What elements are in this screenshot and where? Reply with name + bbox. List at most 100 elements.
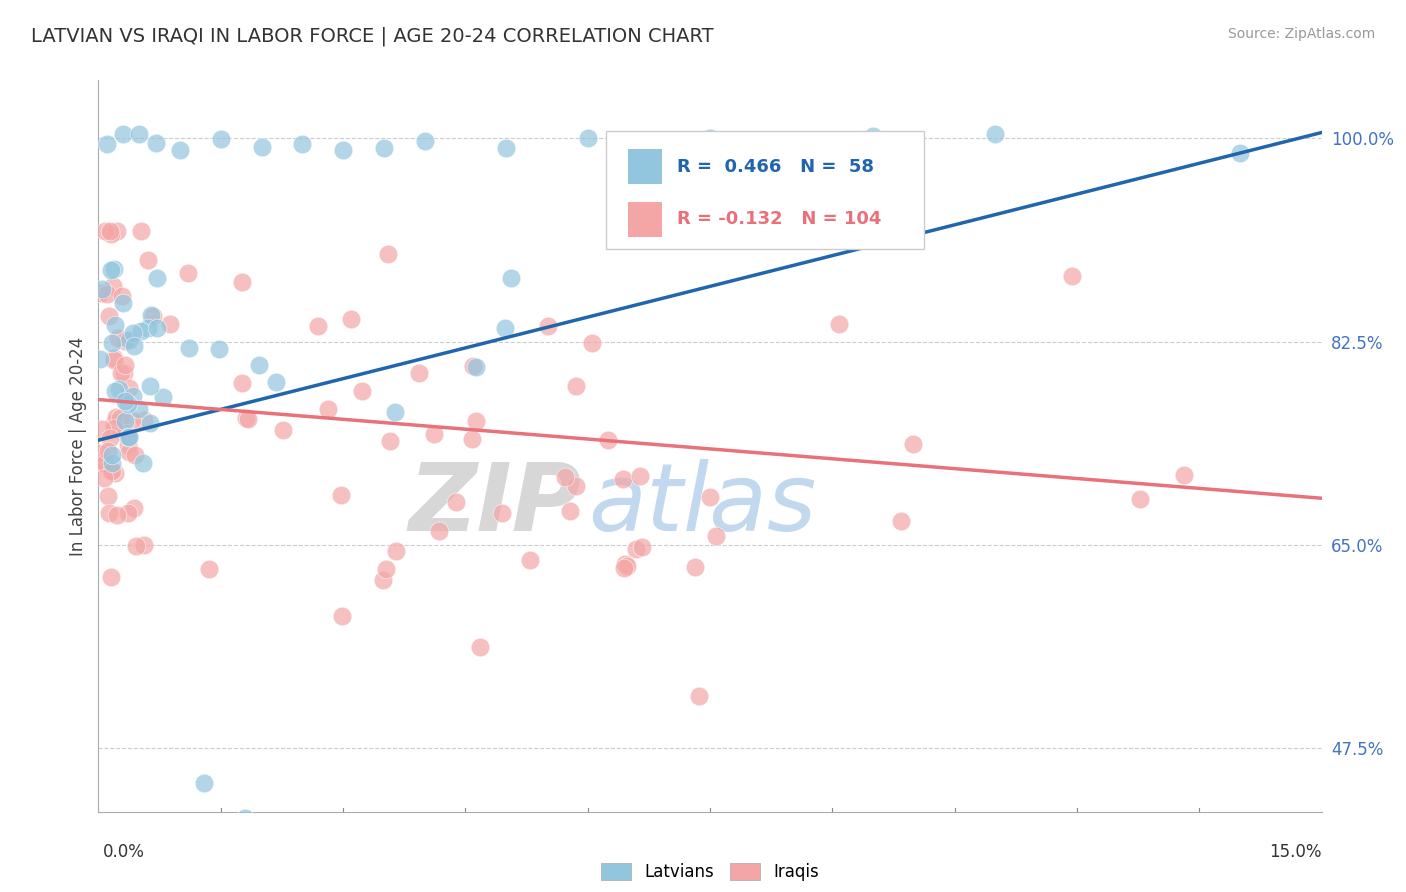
Point — [145, 271, 167, 285]
Point — [231, 275, 253, 289]
Y-axis label: In Labor Force | Age 20-24: In Labor Force | Age 20-24 — [69, 336, 87, 556]
Point — [233, 811, 256, 825]
Point — [464, 414, 486, 428]
Point — [461, 433, 484, 447]
Point — [408, 366, 430, 380]
Point — [291, 137, 314, 152]
Point — [377, 247, 399, 261]
Point — [132, 537, 155, 551]
Point — [94, 224, 117, 238]
Text: LATVIAN VS IRAQI IN LABOR FORCE | AGE 20-24 CORRELATION CHART: LATVIAN VS IRAQI IN LABOR FORCE | AGE 20… — [31, 27, 714, 46]
Point — [129, 324, 152, 338]
Point — [103, 352, 125, 367]
Point — [93, 471, 115, 485]
FancyBboxPatch shape — [606, 131, 924, 249]
Point — [104, 466, 127, 480]
Point — [890, 514, 912, 528]
Point — [495, 141, 517, 155]
Point — [519, 553, 541, 567]
Point — [444, 495, 467, 509]
Point — [114, 414, 136, 428]
Point — [145, 136, 167, 151]
Point — [463, 359, 485, 373]
Point — [537, 318, 560, 333]
Point — [427, 524, 450, 539]
Point — [699, 130, 721, 145]
Point — [111, 289, 134, 303]
Point — [628, 468, 651, 483]
Point — [235, 411, 257, 425]
Text: 15.0%: 15.0% — [1270, 843, 1322, 861]
Point — [193, 775, 215, 789]
Point — [117, 334, 139, 348]
Point — [104, 318, 127, 333]
Point — [352, 384, 374, 398]
Point — [100, 227, 122, 241]
Point — [581, 336, 603, 351]
Text: Source: ZipAtlas.com: Source: ZipAtlas.com — [1227, 27, 1375, 41]
Point — [94, 457, 117, 471]
Point — [100, 263, 122, 277]
Point — [558, 504, 581, 518]
Point — [117, 506, 139, 520]
Point — [128, 402, 150, 417]
Point — [118, 381, 141, 395]
Point — [862, 128, 884, 143]
Point — [494, 321, 516, 335]
Point — [1129, 491, 1152, 506]
Point — [100, 570, 122, 584]
Point — [103, 262, 125, 277]
Point — [101, 457, 124, 471]
Point — [110, 366, 132, 380]
Point — [136, 321, 159, 335]
Point — [159, 317, 181, 331]
Point — [107, 331, 129, 345]
Text: atlas: atlas — [588, 459, 815, 550]
Point — [91, 455, 114, 469]
Point — [332, 144, 354, 158]
Point — [128, 127, 150, 141]
Point — [122, 339, 145, 353]
Point — [112, 366, 135, 380]
Point — [98, 309, 121, 323]
Point — [96, 287, 118, 301]
Point — [903, 437, 925, 451]
Point — [565, 378, 588, 392]
Point — [117, 438, 139, 452]
Point — [384, 405, 406, 419]
Point — [103, 421, 125, 435]
Point — [111, 296, 134, 310]
Point — [146, 321, 169, 335]
Point — [89, 446, 111, 460]
Point — [616, 558, 638, 573]
Point — [316, 401, 339, 416]
Point — [612, 472, 634, 486]
Point — [231, 376, 253, 391]
Point — [105, 508, 128, 522]
Point — [169, 143, 191, 157]
Point — [375, 562, 398, 576]
Point — [89, 286, 111, 301]
Point — [100, 448, 122, 462]
Point — [264, 376, 287, 390]
Point — [114, 393, 136, 408]
Point — [101, 279, 124, 293]
FancyBboxPatch shape — [628, 202, 662, 236]
Point — [114, 334, 136, 348]
Point — [89, 351, 111, 366]
Point — [576, 131, 599, 145]
Point — [115, 425, 138, 440]
Point — [683, 560, 706, 574]
Point — [152, 390, 174, 404]
Point — [340, 312, 363, 326]
Point — [121, 326, 143, 340]
Point — [117, 397, 139, 411]
Point — [141, 308, 163, 322]
Point — [613, 560, 636, 574]
Point — [90, 422, 112, 436]
Point — [121, 413, 143, 427]
Point — [142, 310, 165, 324]
Point — [596, 433, 619, 447]
Point — [117, 430, 139, 444]
Point — [105, 224, 128, 238]
